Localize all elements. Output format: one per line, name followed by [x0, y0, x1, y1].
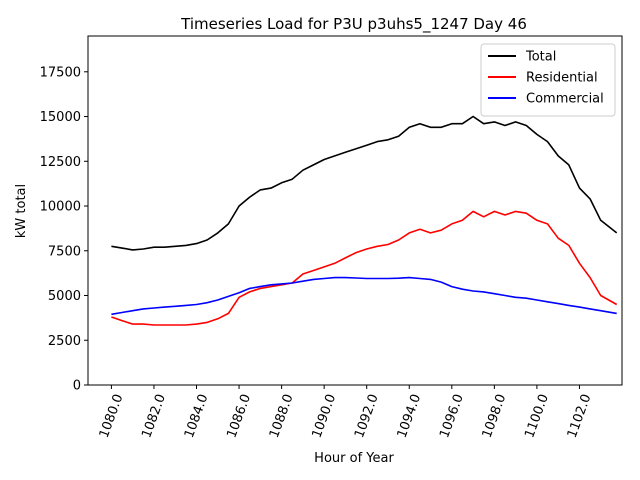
series-line-total: [111, 115, 618, 251]
legend: Total Residential Commercial: [480, 43, 616, 117]
x-tick-label: 1102.0: [565, 392, 595, 440]
y-tick-label: 5000: [48, 289, 81, 304]
x-axis-ticks: 1080.0 1082.0 1084.0 1086.0 1088.0 1090.0 1092…: [97, 385, 595, 440]
legend-label-commercial: Commercial: [526, 92, 604, 107]
y-tick-label: 15000: [40, 110, 81, 125]
plot-frame: [87, 35, 623, 386]
x-tick-label: 1098.0: [480, 392, 510, 440]
x-tick-label: 1088.0: [267, 392, 297, 440]
y-tick-label: 17500: [40, 65, 81, 80]
y-axis-label: kW total: [14, 184, 29, 238]
y-tick-label: 0: [73, 379, 81, 394]
x-tick-label: 1100.0: [522, 392, 552, 440]
y-axis-ticks: 0 2500 5000 7500 10000 12500 15000 17500: [40, 65, 88, 394]
x-tick-label: 1092.0: [352, 392, 382, 440]
x-tick-label: 1080.0: [97, 392, 127, 440]
x-axis-label: Hour of Year: [314, 451, 394, 466]
legend-label-residential: Residential: [526, 71, 598, 86]
x-tick-label: 1084.0: [182, 392, 212, 440]
x-tick-label: 1090.0: [310, 392, 340, 440]
series-line-commercial: [111, 276, 617, 316]
series-line-residential: [111, 210, 618, 326]
x-tick-label: 1082.0: [139, 392, 169, 440]
y-tick-label: 7500: [48, 244, 81, 259]
series-layer: [111, 115, 618, 326]
legend-label-total: Total: [525, 50, 556, 65]
y-tick-label: 12500: [40, 155, 81, 170]
y-tick-label: 2500: [48, 334, 81, 349]
x-tick-label: 1086.0: [224, 392, 254, 440]
x-tick-label: 1096.0: [437, 392, 467, 440]
chart-title: Timeseries Load for P3U p3uhs5_1247 Day …: [180, 15, 527, 34]
x-tick-label: 1094.0: [395, 392, 425, 440]
y-tick-label: 10000: [40, 200, 81, 215]
